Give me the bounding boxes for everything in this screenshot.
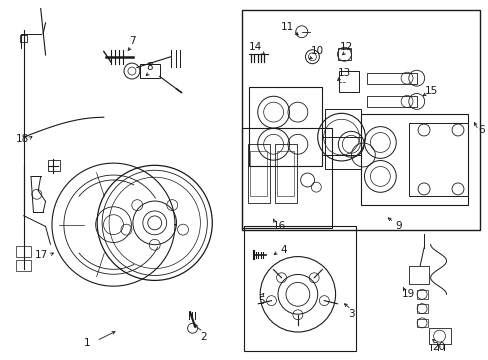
Text: 7: 7 <box>129 36 136 46</box>
Bar <box>249 87 322 166</box>
Text: 12: 12 <box>339 42 352 52</box>
Text: 2: 2 <box>200 332 206 342</box>
Bar <box>416 290 427 298</box>
Bar <box>408 266 428 284</box>
Bar <box>360 114 467 205</box>
Bar <box>48 160 60 171</box>
Text: 3: 3 <box>347 309 354 319</box>
Text: 5: 5 <box>258 296 264 306</box>
Bar <box>416 304 427 313</box>
Bar <box>338 71 358 93</box>
Bar <box>337 48 350 60</box>
Bar <box>248 144 270 203</box>
Text: 18: 18 <box>16 134 29 144</box>
Text: 16: 16 <box>272 221 285 231</box>
Text: 6: 6 <box>477 125 484 135</box>
Bar <box>366 73 416 84</box>
Text: 15: 15 <box>424 86 438 96</box>
Bar <box>275 144 296 203</box>
Bar <box>242 128 331 228</box>
Text: 19: 19 <box>401 289 414 299</box>
Bar <box>416 319 427 327</box>
Text: 13: 13 <box>337 68 350 78</box>
Bar <box>17 246 31 257</box>
Bar <box>20 35 27 42</box>
Bar <box>244 226 355 351</box>
Bar <box>249 152 266 196</box>
Text: 10: 10 <box>310 46 323 57</box>
Text: 14: 14 <box>248 42 261 52</box>
Text: 17: 17 <box>35 250 48 260</box>
Text: 8: 8 <box>146 63 153 72</box>
Bar <box>324 109 360 169</box>
Bar <box>408 123 467 196</box>
Bar <box>140 64 159 78</box>
Text: 20: 20 <box>431 342 444 352</box>
Bar <box>428 328 450 344</box>
Bar <box>366 96 416 107</box>
Bar <box>276 152 293 196</box>
Text: 1: 1 <box>83 338 90 347</box>
Text: 4: 4 <box>280 245 286 255</box>
Text: 11: 11 <box>280 22 293 32</box>
Bar <box>322 137 360 155</box>
Bar <box>242 10 479 230</box>
Text: 9: 9 <box>395 221 401 231</box>
Bar <box>17 260 31 271</box>
